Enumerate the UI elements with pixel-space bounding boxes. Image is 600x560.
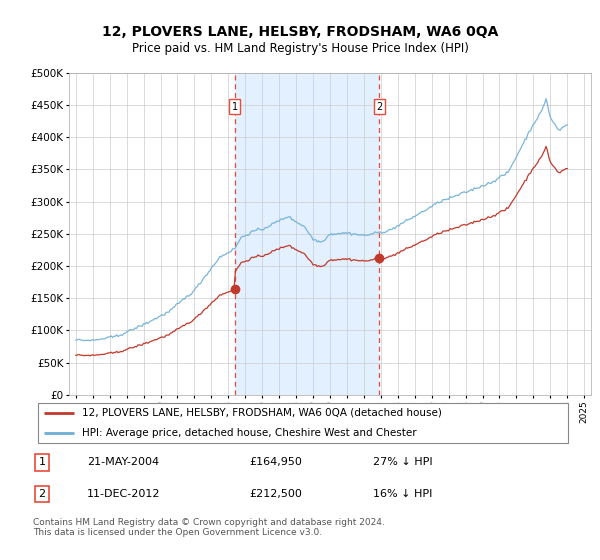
Text: £212,500: £212,500: [249, 489, 302, 499]
Text: 12, PLOVERS LANE, HELSBY, FRODSHAM, WA6 0QA: 12, PLOVERS LANE, HELSBY, FRODSHAM, WA6 …: [102, 25, 498, 39]
Text: Price paid vs. HM Land Registry's House Price Index (HPI): Price paid vs. HM Land Registry's House …: [131, 42, 469, 55]
Text: 27% ↓ HPI: 27% ↓ HPI: [373, 458, 433, 468]
Bar: [235, 73, 379, 395]
Text: 1: 1: [232, 101, 238, 111]
Text: 21-MAY-2004: 21-MAY-2004: [87, 458, 159, 468]
Text: 12, PLOVERS LANE, HELSBY, FRODSHAM, WA6 0QA (detached house): 12, PLOVERS LANE, HELSBY, FRODSHAM, WA6 …: [82, 408, 442, 418]
Text: 2: 2: [38, 489, 46, 499]
Text: HPI: Average price, detached house, Cheshire West and Chester: HPI: Average price, detached house, Ches…: [82, 428, 416, 438]
Text: 16% ↓ HPI: 16% ↓ HPI: [373, 489, 433, 499]
Text: Contains HM Land Registry data © Crown copyright and database right 2024.
This d: Contains HM Land Registry data © Crown c…: [33, 518, 385, 538]
Text: 11-DEC-2012: 11-DEC-2012: [87, 489, 161, 499]
Text: 2: 2: [376, 101, 383, 111]
Text: £164,950: £164,950: [249, 458, 302, 468]
Text: 1: 1: [38, 458, 46, 468]
